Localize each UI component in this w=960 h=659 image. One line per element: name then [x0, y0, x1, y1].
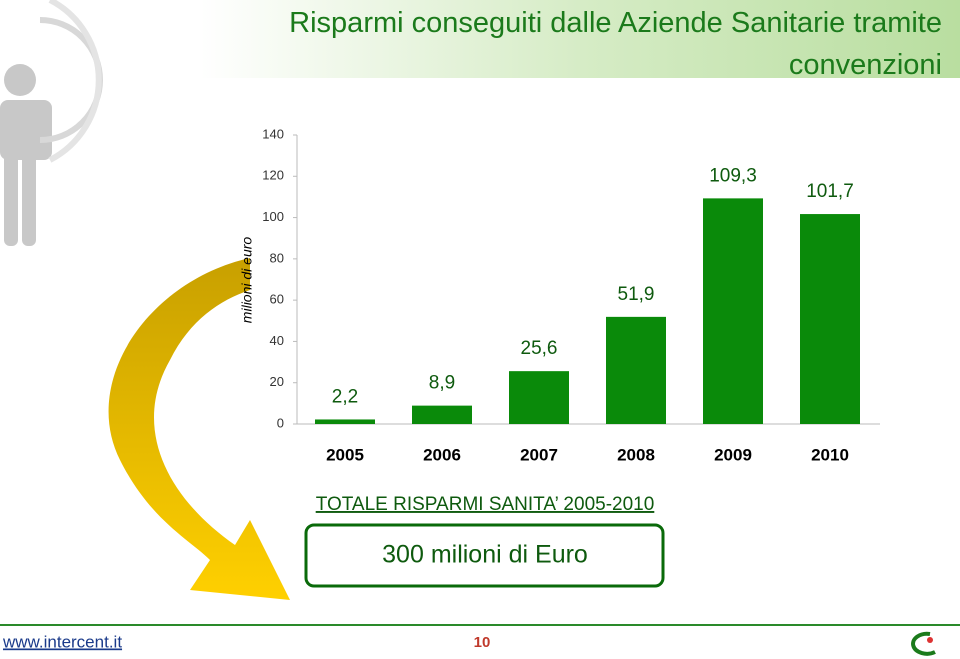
x-tick-label: 2008	[617, 445, 655, 464]
bar	[606, 316, 666, 424]
summary-total: 300 milioni di Euro	[382, 541, 588, 569]
person-icon	[0, 0, 103, 246]
summary-heading: TOTALE RISPARMI SANITA’ 2005-2010	[316, 494, 655, 515]
value-label: 25,6	[521, 338, 558, 359]
website[interactable]: www.intercent.it	[2, 632, 122, 651]
value-label: 101,7	[806, 181, 854, 202]
title-band	[200, 0, 960, 78]
bar	[412, 405, 472, 424]
logo	[911, 631, 936, 656]
summary-box	[304, 523, 665, 588]
bar	[703, 198, 763, 424]
title: Risparmi conseguiti dalle Aziende Sanita…	[289, 7, 942, 81]
y-tick-label: 120	[262, 168, 284, 183]
y-tick-label: 100	[262, 209, 284, 224]
y-axis-label: milioni di euro	[239, 237, 255, 324]
value-label: 109,3	[709, 165, 757, 186]
bar	[315, 419, 375, 424]
x-tick-label: 2010	[811, 445, 849, 464]
value-label: 8,9	[429, 373, 455, 394]
bar	[509, 371, 569, 424]
y-tick-label: 20	[270, 374, 284, 389]
y-tick-label: 80	[270, 250, 284, 265]
page-number: 10	[474, 634, 491, 651]
arrow	[108, 258, 290, 600]
y-tick-label: 40	[270, 333, 284, 348]
x-tick-label: 2006	[423, 445, 461, 464]
y-tick-label: 60	[270, 292, 284, 307]
x-tick-label: 2007	[520, 445, 558, 464]
bar	[800, 214, 860, 424]
x-tick-label: 2009	[714, 445, 752, 464]
value-label: 51,9	[618, 284, 655, 305]
value-label: 2,2	[332, 386, 358, 407]
y-tick-label: 0	[277, 415, 284, 430]
y-tick-label: 140	[262, 126, 284, 141]
x-tick-label: 2005	[326, 445, 364, 464]
